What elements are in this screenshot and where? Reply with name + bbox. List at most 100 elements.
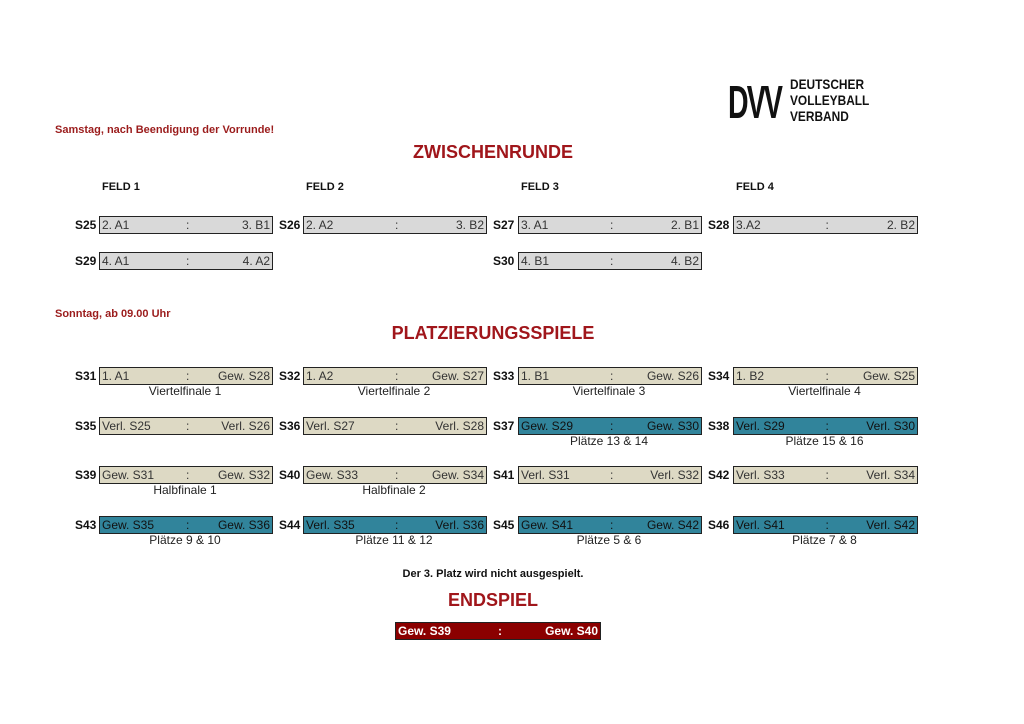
match-box: 3.A2: 2. B2 (733, 216, 918, 234)
separator: : (825, 419, 829, 433)
match-caption: Plätze 11 & 12 (355, 533, 433, 547)
separator: : (610, 218, 614, 232)
field-4-label: FELD 4 (736, 181, 774, 193)
right-team: 3. B2 (455, 218, 484, 232)
match-box: 2. A2: 3. B2 (303, 216, 487, 234)
left-team: Gew. S35 (102, 518, 155, 532)
match-box: Gew. S41: Gew. S42 (518, 516, 702, 534)
match-id: S41 (493, 468, 515, 482)
final-right-team: Gew. S40 (545, 624, 598, 638)
left-team: 4. A1 (102, 254, 130, 268)
left-team: Verl. S35 (306, 518, 355, 532)
right-team: Verl. S36 (435, 518, 484, 532)
right-team: Verl. S26 (221, 419, 270, 433)
match-id: S32 (279, 369, 301, 383)
match-id: S46 (708, 518, 730, 532)
match-id: S38 (708, 419, 730, 433)
final-left-team: Gew. S39 (398, 624, 451, 638)
match-box: 2. A1: 3. B1 (99, 216, 273, 234)
left-team: Verl. S33 (736, 468, 785, 482)
match-id: S44 (279, 518, 301, 532)
separator: : (825, 218, 829, 232)
right-team: 2. B2 (886, 218, 915, 232)
right-team: Gew. S26 (646, 369, 699, 383)
left-team: Gew. S33 (306, 468, 359, 482)
separator: : (395, 369, 399, 383)
left-team: Gew. S29 (521, 419, 574, 433)
right-team: Verl. S32 (650, 468, 699, 482)
field-3-label: FELD 3 (521, 181, 559, 193)
match-caption: Plätze 9 & 10 (149, 533, 221, 547)
right-team: Gew. S30 (646, 419, 699, 433)
logo-line: DEUTSCHER (790, 76, 865, 92)
match-caption: Viertelfinale 1 (148, 384, 222, 398)
separator: : (395, 218, 399, 232)
right-team: 2. B1 (670, 218, 699, 232)
match-box: 1. B1: Gew. S26 (518, 367, 702, 385)
right-team: 4. A2 (242, 254, 270, 268)
final-match-box: Gew. S39 : Gew. S40 (395, 622, 601, 640)
match-box: 1. A2: Gew. S27 (303, 367, 487, 385)
left-team: 3. A1 (521, 218, 549, 232)
match-id: S37 (493, 419, 515, 433)
right-team: Gew. S36 (217, 518, 270, 532)
match-box: Verl. S41: Verl. S42 (733, 516, 918, 534)
field-1-label: FELD 1 (102, 181, 140, 193)
endspiel-title: ENDSPIEL (447, 590, 539, 610)
logo-line: VERBAND (790, 108, 849, 124)
match-box: Verl. S35: Verl. S36 (303, 516, 487, 534)
match-caption: Viertelfinale 2 (357, 384, 431, 398)
logo-mark: DVV (728, 76, 783, 128)
left-team: 1. A1 (102, 369, 130, 383)
field-2-label: FELD 2 (306, 181, 344, 193)
match-id: S29 (75, 254, 97, 268)
platzierung-title: PLATZIERUNGSSPIELE (391, 323, 595, 343)
separator: : (186, 369, 190, 383)
match-caption: Viertelfinale 3 (572, 384, 646, 398)
right-team: Gew. S28 (217, 369, 270, 383)
separator: : (186, 518, 190, 532)
left-team: 2. A1 (102, 218, 130, 232)
match-box: 4. A1: 4. A2 (99, 252, 273, 270)
match-caption: Halbfinale 2 (362, 483, 426, 497)
left-team: 1. B2 (736, 369, 765, 383)
match-id: S42 (708, 468, 730, 482)
left-team: Verl. S27 (306, 419, 355, 433)
match-id: S28 (708, 218, 730, 232)
logo-line: VOLLEYBALL (790, 92, 870, 108)
match-box: 1. B2: Gew. S25 (733, 367, 918, 385)
third-place-note: Der 3. Platz wird nicht ausgespielt. (402, 568, 584, 580)
match-caption: Plätze 13 & 14 (569, 434, 649, 448)
match-box: Verl. S29: Verl. S30 (733, 417, 918, 435)
match-id: S31 (75, 369, 97, 383)
match-id: S33 (493, 369, 515, 383)
separator: : (186, 218, 190, 232)
separator: : (825, 369, 829, 383)
right-team: Gew. S34 (431, 468, 484, 482)
match-box: Verl. S27: Verl. S28 (303, 417, 487, 435)
match-caption: Halbfinale 1 (153, 483, 217, 497)
zwischenrunde-title: ZWISCHENRUNDE (413, 142, 573, 162)
left-team: Verl. S29 (736, 419, 785, 433)
match-box: 1. A1: Gew. S28 (99, 367, 273, 385)
match-box: Gew. S29: Gew. S30 (518, 417, 702, 435)
left-team: 4. B1 (521, 254, 550, 268)
right-team: Gew. S25 (862, 369, 915, 383)
match-id: S36 (279, 419, 301, 433)
match-id: S26 (279, 218, 301, 232)
right-team: Verl. S34 (866, 468, 915, 482)
match-id: S35 (75, 419, 97, 433)
match-caption: Plätze 15 & 16 (785, 434, 864, 448)
separator: : (186, 468, 190, 482)
right-team: Gew. S32 (217, 468, 270, 482)
separator: : (395, 419, 399, 433)
left-team: Verl. S41 (736, 518, 785, 532)
separator: : (395, 468, 399, 482)
right-team: 4. B2 (670, 254, 699, 268)
match-caption: Plätze 7 & 8 (792, 533, 857, 547)
separator: : (186, 254, 190, 268)
match-box: 3. A1: 2. B1 (518, 216, 702, 234)
sunday-note: Sonntag, ab 09.00 Uhr (55, 308, 171, 320)
match-box: Gew. S31: Gew. S32 (99, 466, 273, 484)
left-team: Verl. S31 (521, 468, 570, 482)
